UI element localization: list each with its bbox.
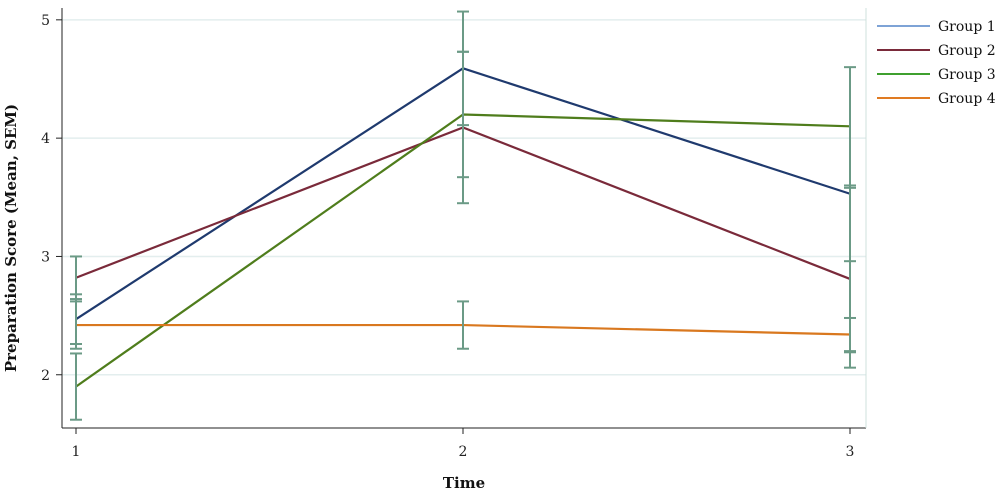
error-bar — [70, 255, 82, 301]
y-tick-label: 2 — [41, 368, 50, 384]
x-tick-label: 3 — [846, 444, 855, 460]
legend-label: Group 4 — [938, 91, 996, 107]
error-bar — [70, 352, 82, 421]
y-tick-label: 5 — [41, 13, 50, 29]
legend-item: Group 1 — [877, 19, 996, 35]
x-axis-title: Time — [443, 474, 485, 492]
x-tick-label: 1 — [72, 444, 81, 460]
y-tick-label: 4 — [41, 131, 50, 147]
error-bar — [457, 300, 469, 350]
tick-labels: 2 3 4 5 1 2 3 — [41, 13, 854, 460]
error-bar — [70, 300, 82, 350]
legend-label: Group 2 — [938, 43, 996, 59]
legend-item: Group 2 — [877, 43, 996, 59]
error-bar — [844, 316, 856, 353]
axes — [61, 8, 867, 429]
legend: Group 1 Group 2 Group 3 Group 4 — [877, 19, 996, 107]
legend-item: Group 4 — [877, 91, 996, 107]
legend-label: Group 1 — [938, 19, 996, 35]
legend-item: Group 3 — [877, 67, 996, 83]
error-bar — [457, 50, 469, 179]
y-axis-title: Preparation Score (Mean, SEM) — [2, 104, 20, 372]
x-tick-label: 2 — [459, 444, 468, 460]
legend-label: Group 3 — [938, 67, 996, 83]
error-bars — [70, 10, 856, 421]
y-tick-label: 3 — [41, 249, 50, 265]
